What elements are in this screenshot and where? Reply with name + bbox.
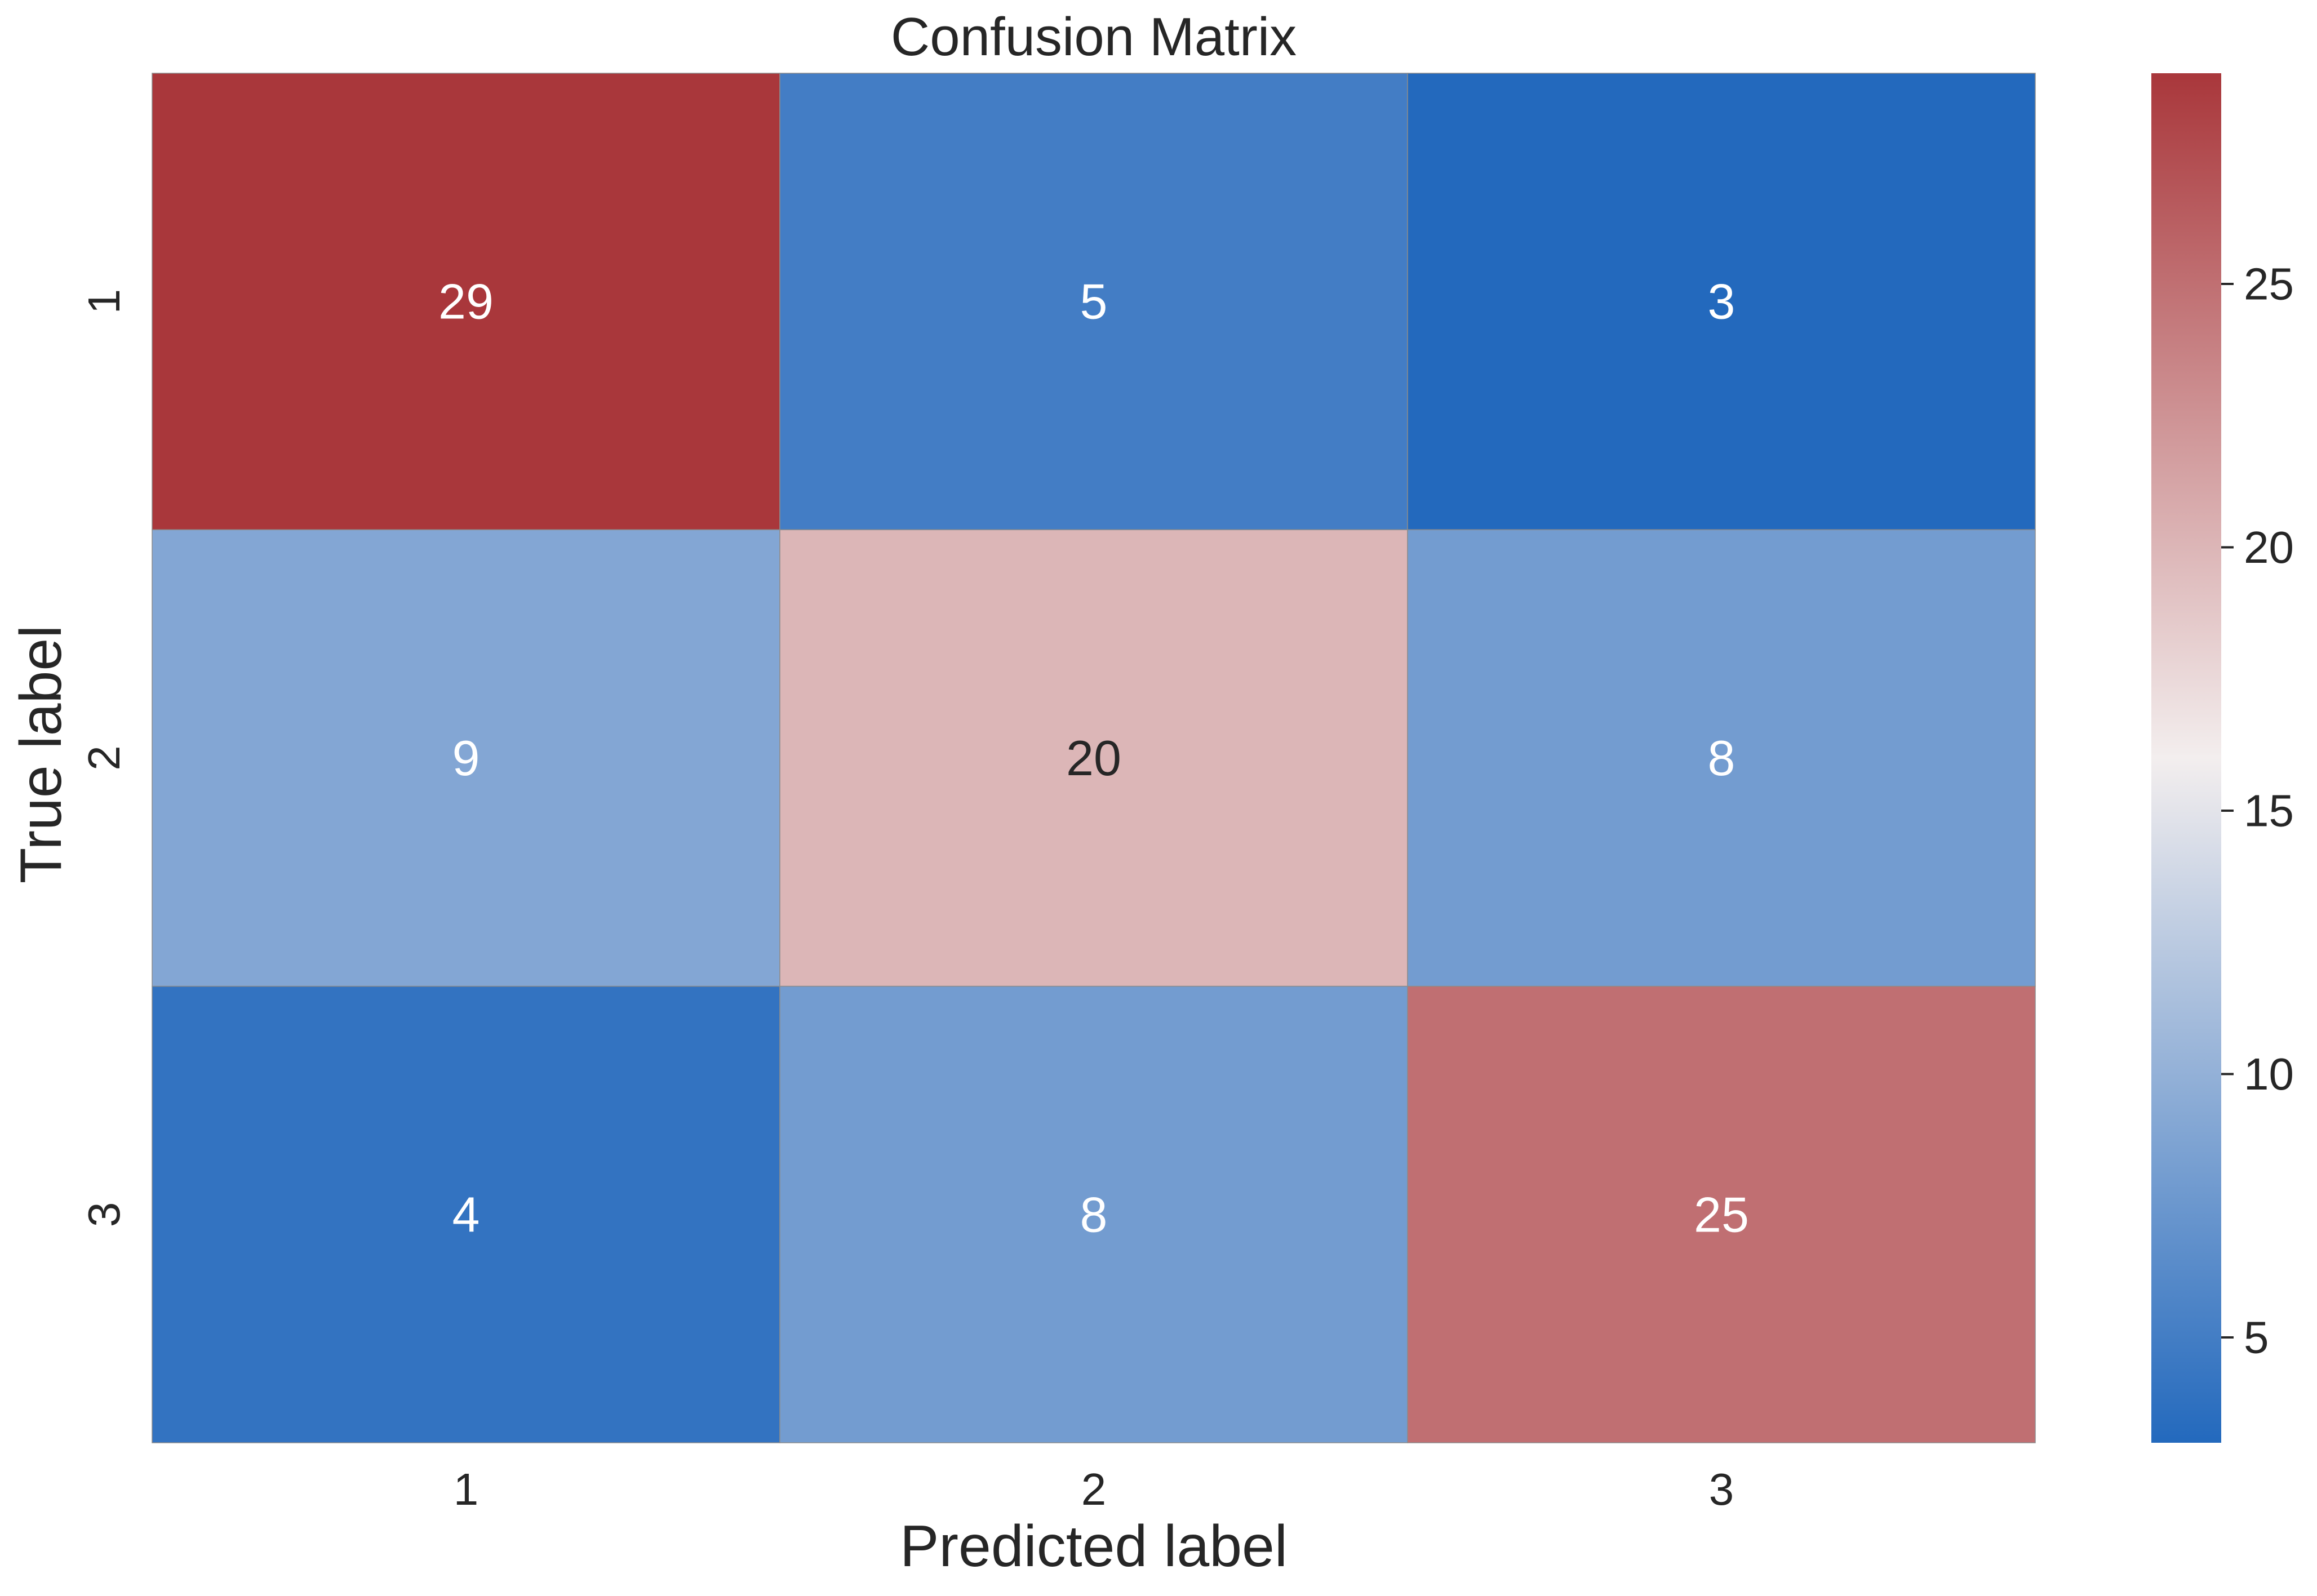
cell-value-r1-c2: 5 [1080,274,1108,330]
heatmap-cell-r3-c1 [152,985,780,1443]
cell-value-r3-c2: 8 [1080,1186,1108,1242]
colorbar-tick-label: 5 [2244,1313,2269,1363]
cell-value-r2-c2: 20 [1066,730,1121,786]
cell-value-r3-c1: 4 [452,1186,480,1242]
y-tick-label: 2 [79,745,129,771]
cell-value-r2-c1: 9 [452,730,480,786]
chart-title: Confusion Matrix [891,7,1297,67]
heatmap-cell-r3-c2 [779,985,1408,1443]
colorbar-ticks: 5 10 15 20 25 [2221,259,2294,1363]
x-axis-label: Predicted label [900,1514,1288,1579]
heatmap-annotations: 29 5 3 9 20 8 4 8 25 [438,274,1749,1243]
x-tick-label: 1 [454,1464,479,1514]
y-axis-label: True label [8,625,74,884]
heatmap-cell-r1-c2 [779,73,1408,531]
x-axis-ticks: 1 2 3 [454,1464,1734,1514]
cell-value-r1-c1: 29 [438,274,494,330]
heatmap-cell-r1-c3 [1407,73,2036,531]
cell-value-r3-c3: 25 [1694,1186,1749,1242]
colorbar-tick-label: 15 [2244,786,2294,836]
colorbar-tick-label: 20 [2244,522,2294,572]
heatmap-cell-r2-c3 [1407,529,2036,987]
x-tick-label: 2 [1081,1464,1107,1514]
heatmap-cell-r3-c3 [1407,985,2036,1443]
heatmap-cell-r2-c2 [779,529,1408,987]
cell-value-r1-c3: 3 [1708,274,1735,330]
colorbar-tick-label: 25 [2244,259,2294,309]
cell-value-r2-c3: 8 [1708,730,1735,786]
y-tick-label: 3 [79,1202,129,1228]
y-tick-label: 1 [79,289,129,314]
y-axis-ticks: 1 2 3 [79,289,129,1227]
heatmap-cells [152,73,2036,1443]
colorbar [2151,73,2221,1443]
x-tick-label: 3 [1709,1464,1734,1514]
heatmap-cell-r1-c1 [152,73,780,531]
colorbar-tick-label: 10 [2244,1049,2294,1099]
heatmap-cell-r2-c1 [152,529,780,987]
